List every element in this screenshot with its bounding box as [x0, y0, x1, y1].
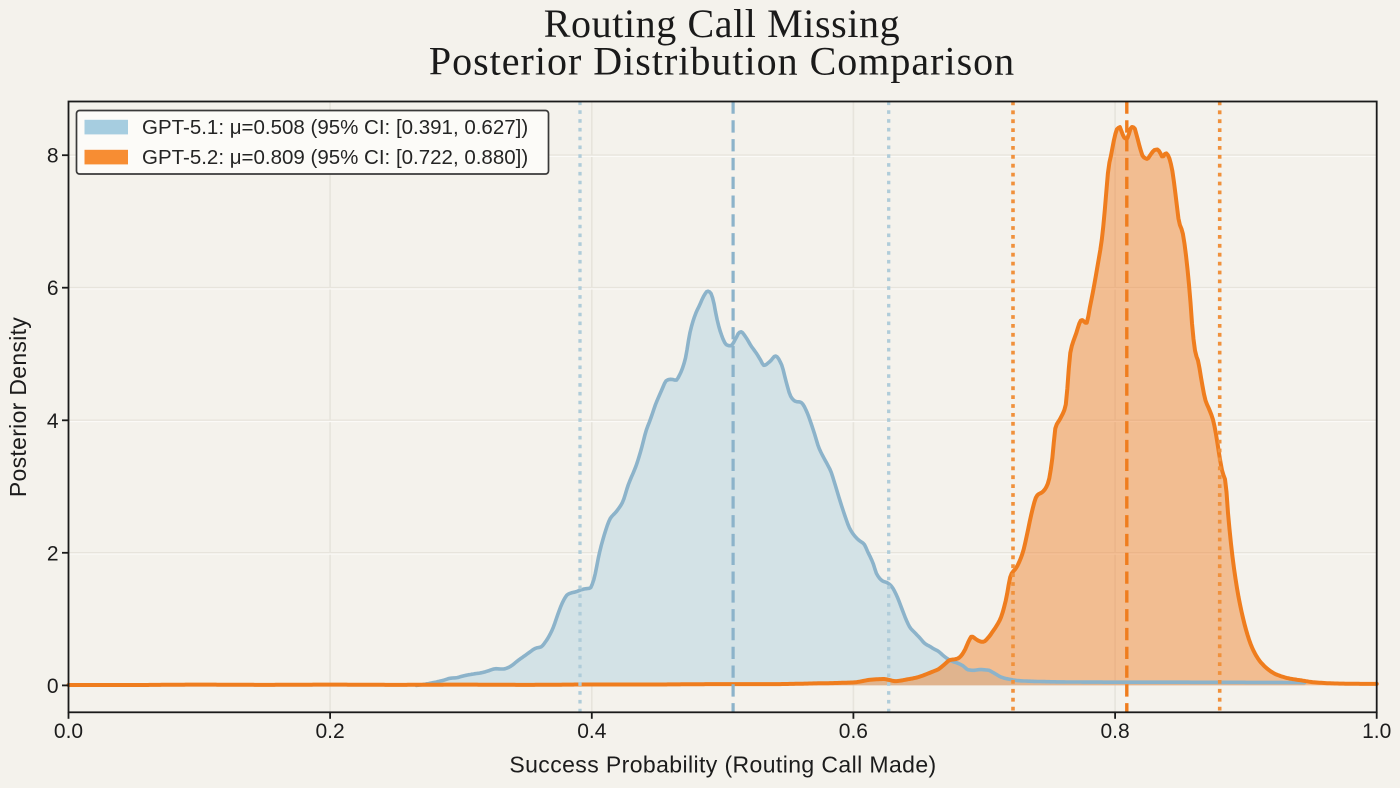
svg-text:1.0: 1.0 — [1362, 720, 1391, 743]
svg-text:0.6: 0.6 — [839, 720, 868, 743]
svg-text:GPT-5.1: μ=0.508 (95% CI: [0.3: GPT-5.1: μ=0.508 (95% CI: [0.391, 0.627]… — [142, 116, 528, 139]
svg-text:6: 6 — [47, 277, 59, 300]
svg-text:4: 4 — [47, 410, 59, 433]
svg-text:0: 0 — [47, 675, 59, 698]
svg-text:0.2: 0.2 — [315, 720, 344, 743]
svg-text:0.8: 0.8 — [1100, 720, 1129, 743]
svg-text:0.0: 0.0 — [54, 720, 83, 743]
svg-text:Routing Call Missing: Routing Call Missing — [544, 1, 901, 46]
svg-text:Posterior Distribution Compari: Posterior Distribution Comparison — [429, 39, 1015, 84]
svg-text:2: 2 — [47, 542, 59, 565]
svg-text:Posterior Density: Posterior Density — [5, 317, 31, 497]
svg-text:Success Probability (Routing C: Success Probability (Routing Call Made) — [509, 752, 936, 778]
svg-text:GPT-5.2: μ=0.809 (95% CI: [0.7: GPT-5.2: μ=0.809 (95% CI: [0.722, 0.880]… — [142, 146, 528, 169]
svg-text:0.4: 0.4 — [577, 720, 607, 743]
svg-text:8: 8 — [47, 145, 59, 168]
